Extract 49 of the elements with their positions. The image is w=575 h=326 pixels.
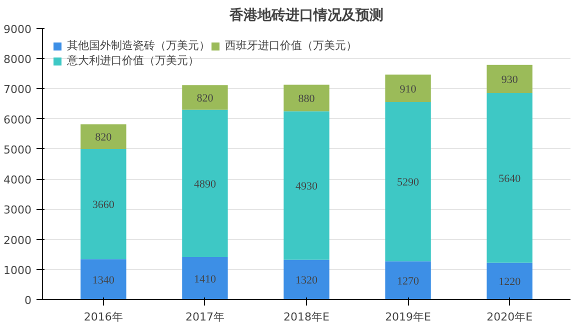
chart-title: 香港地砖进口情况及预测 bbox=[228, 8, 384, 24]
data-label: 820 bbox=[196, 92, 214, 104]
legend-label: 意大利进口价值（万美元） bbox=[67, 53, 199, 68]
bar bbox=[80, 148, 126, 260]
data-label: 880 bbox=[298, 93, 316, 106]
y-tick-label: 8000 bbox=[4, 53, 32, 66]
x-tick-label: 2019年E bbox=[385, 310, 432, 324]
y-tick-label: 3000 bbox=[4, 204, 32, 217]
bar bbox=[486, 262, 532, 300]
bar bbox=[486, 92, 532, 263]
bar bbox=[385, 261, 431, 300]
data-label: 5290 bbox=[397, 176, 420, 189]
bar bbox=[385, 102, 431, 262]
data-label: 3660 bbox=[92, 199, 115, 212]
data-label: 1320 bbox=[296, 274, 318, 287]
y-tick-label: 0 bbox=[24, 294, 32, 307]
bar bbox=[182, 257, 228, 300]
data-label: 1220 bbox=[498, 276, 522, 288]
data-label: 910 bbox=[400, 83, 417, 96]
bar bbox=[80, 259, 126, 300]
y-tick-label: 7000 bbox=[4, 83, 32, 96]
bar bbox=[284, 260, 330, 300]
x-tick-label: 2016年 bbox=[84, 310, 123, 324]
x-tick-label: 2017年 bbox=[185, 310, 224, 324]
data-label: 1340 bbox=[92, 274, 115, 286]
data-label: 1270 bbox=[397, 275, 420, 288]
y-tick-label: 6000 bbox=[4, 113, 32, 126]
data-label: 5640 bbox=[498, 172, 522, 185]
data-label: 4890 bbox=[194, 178, 216, 190]
x-tick-label: 2018年E bbox=[284, 310, 330, 324]
bar bbox=[284, 84, 330, 112]
y-tick-label: 4000 bbox=[4, 174, 32, 187]
bar bbox=[385, 74, 431, 102]
bar bbox=[486, 64, 532, 93]
bar bbox=[80, 124, 126, 149]
legend-label: 其他国外制造瓷砖（万美元） bbox=[67, 38, 210, 53]
data-label: 1410 bbox=[194, 273, 216, 286]
bar bbox=[284, 111, 330, 260]
x-tick-label: 2020年E bbox=[486, 310, 533, 324]
y-tick-label: 5000 bbox=[4, 143, 32, 156]
bar bbox=[182, 110, 228, 258]
y-tick-label: 2000 bbox=[4, 234, 32, 247]
data-label: 4930 bbox=[296, 180, 318, 193]
data-label: 820 bbox=[95, 132, 112, 144]
legend-label: 西班牙进口价值（万美元） bbox=[225, 38, 357, 53]
y-tick-label: 9000 bbox=[4, 23, 32, 36]
data-label: 930 bbox=[501, 74, 518, 86]
bar bbox=[182, 85, 228, 110]
y-tick-label: 1000 bbox=[4, 264, 32, 277]
